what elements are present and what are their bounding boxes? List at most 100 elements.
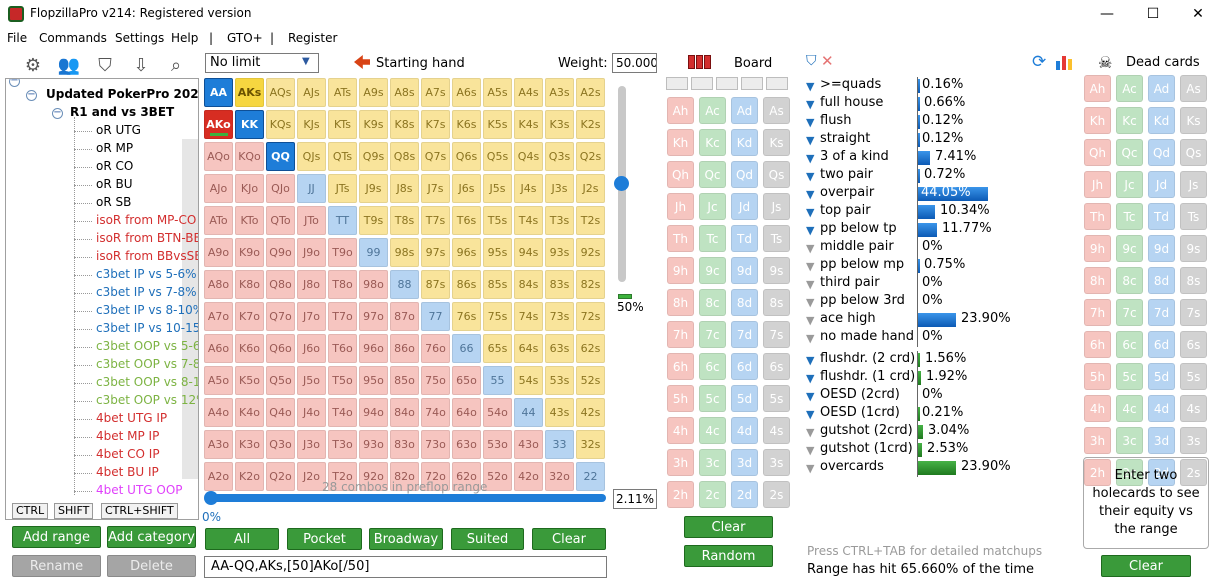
dead-card[interactable]: 2d <box>1148 459 1175 486</box>
dead-card[interactable]: Ks <box>1180 107 1207 134</box>
tree-item[interactable]: c3bet IP vs 8-10% <box>96 303 199 317</box>
hand-cell[interactable]: 94o <box>359 398 388 427</box>
tree-item[interactable]: 4bet UTG IP <box>96 411 168 425</box>
bar-chart-icon[interactable] <box>1056 54 1076 70</box>
dead-card[interactable]: 9c <box>1116 235 1143 262</box>
hand-cell[interactable]: 55 <box>483 366 512 395</box>
board-card[interactable]: 9c <box>699 257 726 284</box>
hand-cell[interactable]: 44 <box>514 398 543 427</box>
clear-range-button[interactable]: Clear <box>532 528 606 550</box>
board-card[interactable]: 3c <box>699 449 726 476</box>
filter-icon[interactable]: ▼ <box>806 224 815 237</box>
hand-cell[interactable]: A2o <box>204 462 233 491</box>
board-card[interactable]: 4d <box>731 417 758 444</box>
board-card[interactable]: 6s <box>763 353 790 380</box>
dead-card[interactable]: 5s <box>1180 363 1207 390</box>
hand-cell[interactable]: T6s <box>452 206 481 235</box>
filter-icon[interactable]: ▼ <box>806 426 815 439</box>
hand-cell[interactable]: Q3s <box>545 142 574 171</box>
hand-cell[interactable]: 63s <box>545 334 574 363</box>
board-card[interactable]: 7c <box>699 321 726 348</box>
board-card[interactable]: 8d <box>731 289 758 316</box>
weight-slider-handle[interactable] <box>614 176 629 191</box>
weight-input[interactable]: 50.000 <box>612 53 657 73</box>
board-card[interactable]: 7h <box>667 321 694 348</box>
hand-cell[interactable]: T7s <box>421 206 450 235</box>
hand-cell[interactable]: J3o <box>297 430 326 459</box>
tree-root-label[interactable]: Updated PokerPro 2021 <box>46 87 199 101</box>
dead-card[interactable]: 5d <box>1148 363 1175 390</box>
filter-icon[interactable]: ▼ <box>806 278 815 291</box>
hand-cell[interactable]: 85o <box>390 366 419 395</box>
filter-icon[interactable]: ▼ <box>806 170 815 183</box>
board-card[interactable]: 6c <box>699 353 726 380</box>
dead-card[interactable]: Qh <box>1084 139 1111 166</box>
board-card[interactable]: Jc <box>699 193 726 220</box>
pocket-button[interactable]: Pocket <box>287 528 362 550</box>
dead-card[interactable]: Ad <box>1148 75 1175 102</box>
board-card[interactable]: 7s <box>763 321 790 348</box>
tree-item[interactable]: oR MP <box>96 141 134 155</box>
hand-cell[interactable]: 43s <box>545 398 574 427</box>
hand-cell[interactable]: J4o <box>297 398 326 427</box>
add-range-button[interactable]: Add range <box>12 526 101 548</box>
limit-select[interactable]: No limit <box>205 53 319 73</box>
hand-cell[interactable]: 65o <box>452 366 481 395</box>
board-card[interactable]: Th <box>667 225 694 252</box>
stat-row[interactable]: ▼ overcards 23.90% <box>806 459 1036 477</box>
board-card[interactable]: Ah <box>667 97 694 124</box>
board-card[interactable]: 2d <box>731 481 758 508</box>
hand-cell[interactable]: 62o <box>452 462 481 491</box>
hand-cell[interactable]: J9o <box>297 238 326 267</box>
hand-cell[interactable]: Q8o <box>266 270 295 299</box>
hand-cell[interactable]: 74s <box>514 302 543 331</box>
stat-row[interactable]: ▼ no made hand 0% <box>806 329 1036 347</box>
gear-icon[interactable]: ⚙ <box>24 54 42 76</box>
stat-row[interactable]: ▼ flush 0.12% <box>806 113 1036 131</box>
hand-cell[interactable]: 73s <box>545 302 574 331</box>
hand-cell[interactable]: K3o <box>235 430 264 459</box>
board-card[interactable]: Ad <box>731 97 758 124</box>
hand-cell[interactable]: Q4s <box>514 142 543 171</box>
dead-card[interactable]: Td <box>1148 203 1175 230</box>
hand-cell[interactable]: 82s <box>576 270 605 299</box>
dead-card[interactable]: 5h <box>1084 363 1111 390</box>
hand-cell[interactable]: A7o <box>204 302 233 331</box>
board-card[interactable]: 3h <box>667 449 694 476</box>
hand-cell[interactable]: JTs <box>328 174 357 203</box>
board-card[interactable]: 6d <box>731 353 758 380</box>
dead-card[interactable]: 9d <box>1148 235 1175 262</box>
hand-cell[interactable]: KK <box>235 110 264 139</box>
hand-cell[interactable]: A2s <box>576 78 605 107</box>
hand-cell[interactable]: 86s <box>452 270 481 299</box>
hand-cell[interactable]: T4o <box>328 398 357 427</box>
hand-cell[interactable]: 88 <box>390 270 419 299</box>
dead-card[interactable]: 3c <box>1116 427 1143 454</box>
hand-cell[interactable]: 62s <box>576 334 605 363</box>
hand-cell[interactable]: J6s <box>452 174 481 203</box>
stat-row[interactable]: ▼ straight 0.12% <box>806 131 1036 149</box>
hand-cell[interactable]: A4o <box>204 398 233 427</box>
hand-cell[interactable]: T6o <box>328 334 357 363</box>
hand-cell[interactable]: QTo <box>266 206 295 235</box>
dead-card[interactable]: Js <box>1180 171 1207 198</box>
collapse-icon[interactable]: − <box>9 78 20 87</box>
filter-icon[interactable]: ⛉ <box>806 53 817 69</box>
tree-item[interactable]: oR UTG <box>96 123 141 137</box>
board-card[interactable]: Ks <box>763 129 790 156</box>
hand-cell[interactable]: 96o <box>359 334 388 363</box>
board-slot[interactable] <box>691 77 713 90</box>
board-card[interactable]: 8c <box>699 289 726 316</box>
hand-cell[interactable]: 53s <box>545 366 574 395</box>
hand-cell[interactable]: K7s <box>421 110 450 139</box>
dead-card[interactable]: 2s <box>1180 459 1207 486</box>
hand-cell[interactable]: Q8s <box>390 142 419 171</box>
board-card[interactable]: Tc <box>699 225 726 252</box>
hand-cell[interactable]: K8o <box>235 270 264 299</box>
hand-cell[interactable]: J8s <box>390 174 419 203</box>
hand-cell[interactable]: A4s <box>514 78 543 107</box>
delete-button[interactable]: Delete <box>107 555 196 577</box>
hand-cell[interactable]: K6s <box>452 110 481 139</box>
hand-cell[interactable]: 75s <box>483 302 512 331</box>
stat-row[interactable]: ▼ pp below mp 0.75% <box>806 257 1036 275</box>
